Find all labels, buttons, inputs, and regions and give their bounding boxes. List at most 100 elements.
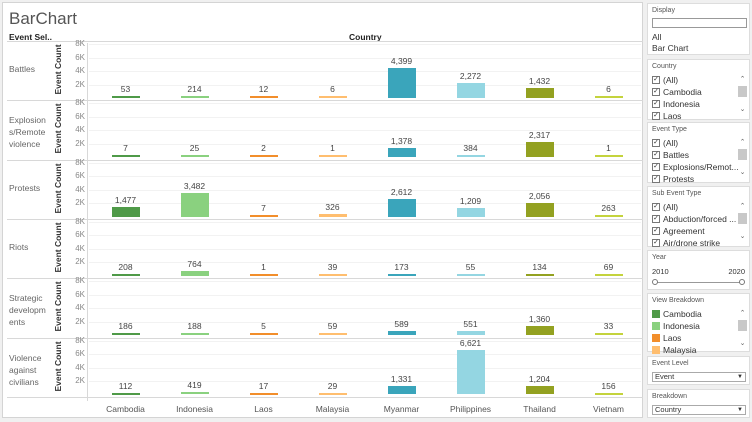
column-field-header[interactable]: Country	[349, 32, 382, 42]
checkbox-checked-icon[interactable]: ✓	[652, 112, 660, 120]
checkbox-checked-icon[interactable]: ✓	[652, 151, 660, 159]
bar-malaysia-4[interactable]	[318, 333, 347, 336]
checkbox-checked-icon[interactable]: ✓	[652, 227, 660, 235]
bar-philippines-3[interactable]	[456, 273, 485, 276]
bar-malaysia-5[interactable]	[318, 392, 347, 395]
row-label[interactable]: Violence against civilians	[9, 352, 42, 387]
x-tick-label[interactable]: Indonesia	[176, 404, 213, 414]
filter-option[interactable]: ✓ (All)	[652, 138, 678, 148]
bar-thailand-4[interactable]	[525, 326, 554, 336]
bar-myanmar-2[interactable]	[387, 198, 416, 217]
bar-vietnam-4[interactable]	[594, 333, 623, 336]
bar-philippines-0[interactable]	[456, 82, 485, 98]
filter-option[interactable]: ✓ Indonesia	[652, 99, 700, 109]
x-tick-label[interactable]: Laos	[254, 404, 273, 414]
filter-option[interactable]: Malaysia	[652, 345, 697, 355]
bar-vietnam-2[interactable]	[594, 214, 623, 217]
bar-cambodia-1[interactable]	[111, 155, 140, 158]
bar-philippines-2[interactable]	[456, 208, 485, 217]
breakdown-dropdown[interactable]: Country ▼	[652, 405, 746, 415]
x-tick-label[interactable]: Cambodia	[106, 404, 145, 414]
scroll-up-icon[interactable]: ⌃	[739, 203, 746, 210]
bar-cambodia-2[interactable]	[111, 206, 140, 217]
checkbox-checked-icon[interactable]: ✓	[652, 239, 660, 247]
event-level-dropdown[interactable]: Event ▼	[652, 372, 746, 382]
bar-vietnam-5[interactable]	[594, 392, 623, 395]
bar-laos-3[interactable]	[249, 273, 278, 276]
filter-option[interactable]: ✓ Battles	[652, 150, 689, 160]
bar-malaysia-1[interactable]	[318, 155, 347, 158]
bar-myanmar-5[interactable]	[387, 385, 416, 395]
filter-option[interactable]: ✓ Laos	[652, 111, 681, 121]
bar-laos-2[interactable]	[249, 214, 278, 217]
bar-thailand-5[interactable]	[525, 386, 554, 395]
scroll-down-icon[interactable]: ⌄	[739, 340, 746, 347]
row-label[interactable]: Protests	[9, 182, 41, 193]
bar-indonesia-0[interactable]	[180, 96, 209, 98]
display-search-input[interactable]	[652, 18, 747, 28]
bar-myanmar-1[interactable]	[387, 147, 416, 158]
bar-philippines-4[interactable]	[456, 331, 485, 336]
row-field-header[interactable]: Event Sel..	[9, 32, 52, 42]
bar-malaysia-0[interactable]	[318, 96, 347, 98]
scroll-down-icon[interactable]: ⌄	[739, 169, 746, 176]
bar-thailand-2[interactable]	[525, 202, 554, 217]
bar-laos-0[interactable]	[249, 96, 278, 98]
bar-cambodia-5[interactable]	[111, 392, 140, 395]
bar-thailand-3[interactable]	[525, 273, 554, 276]
bar-malaysia-3[interactable]	[318, 273, 347, 276]
filter-option[interactable]: Indonesia	[652, 321, 700, 331]
bar-cambodia-0[interactable]	[111, 96, 140, 98]
bar-philippines-5[interactable]	[456, 349, 485, 395]
checkbox-checked-icon[interactable]: ✓	[652, 76, 660, 84]
bar-indonesia-5[interactable]	[180, 391, 209, 395]
filter-option[interactable]: ✓ Abduction/forced ...	[652, 214, 736, 224]
filter-option[interactable]: ✓ (All)	[652, 75, 678, 85]
bar-cambodia-4[interactable]	[111, 333, 140, 336]
bar-indonesia-1[interactable]	[180, 155, 209, 158]
checkbox-checked-icon[interactable]: ✓	[652, 88, 660, 96]
bar-indonesia-4[interactable]	[180, 333, 209, 336]
row-label[interactable]: Battles	[9, 64, 35, 74]
filter-option[interactable]: Laos	[652, 333, 681, 343]
bar-thailand-0[interactable]	[525, 88, 554, 98]
scroll-down-icon[interactable]: ⌄	[739, 233, 746, 240]
year-slider-min-handle[interactable]	[652, 279, 658, 285]
bar-cambodia-3[interactable]	[111, 273, 140, 276]
bar-vietnam-1[interactable]	[594, 155, 623, 158]
x-tick-label[interactable]: Thailand	[523, 404, 556, 414]
x-tick-label[interactable]: Vietnam	[592, 404, 625, 414]
filter-option[interactable]: ✓ (All)	[652, 202, 678, 212]
checkbox-checked-icon[interactable]: ✓	[652, 175, 660, 183]
bar-myanmar-3[interactable]	[387, 273, 416, 276]
bar-laos-5[interactable]	[249, 392, 278, 395]
scrollbar-thumb[interactable]	[738, 320, 747, 331]
row-label[interactable]: Riots	[9, 241, 29, 252]
row-label[interactable]: Explosion s/Remote violence	[9, 115, 46, 150]
filter-option[interactable]: ✓ Agreement	[652, 226, 705, 236]
bar-malaysia-2[interactable]	[318, 214, 347, 217]
display-option-bar-chart[interactable]: Bar Chart	[652, 43, 689, 53]
bar-indonesia-2[interactable]	[180, 193, 209, 217]
filter-option[interactable]: ✓ Cambodia	[652, 87, 702, 97]
scroll-up-icon[interactable]: ⌃	[739, 310, 746, 317]
x-tick-label[interactable]: Philippines	[449, 404, 492, 414]
bar-myanmar-4[interactable]	[387, 331, 416, 336]
bar-vietnam-3[interactable]	[594, 273, 623, 276]
x-tick-label[interactable]: Malaysia	[315, 404, 350, 414]
year-slider-track[interactable]	[654, 282, 743, 283]
bar-laos-4[interactable]	[249, 333, 278, 336]
checkbox-checked-icon[interactable]: ✓	[652, 100, 660, 108]
filter-option[interactable]: ✓ Protests	[652, 174, 694, 184]
scrollbar-thumb[interactable]	[738, 213, 747, 224]
scroll-down-icon[interactable]: ⌄	[739, 106, 746, 113]
bar-myanmar-0[interactable]	[387, 68, 416, 98]
checkbox-checked-icon[interactable]: ✓	[652, 203, 660, 211]
year-slider-max-handle[interactable]	[739, 279, 745, 285]
scrollbar-thumb[interactable]	[738, 149, 747, 160]
checkbox-checked-icon[interactable]: ✓	[652, 163, 660, 171]
checkbox-checked-icon[interactable]: ✓	[652, 215, 660, 223]
scroll-up-icon[interactable]: ⌃	[739, 76, 746, 83]
filter-option[interactable]: Cambodia	[652, 309, 702, 319]
scroll-up-icon[interactable]: ⌃	[739, 139, 746, 146]
